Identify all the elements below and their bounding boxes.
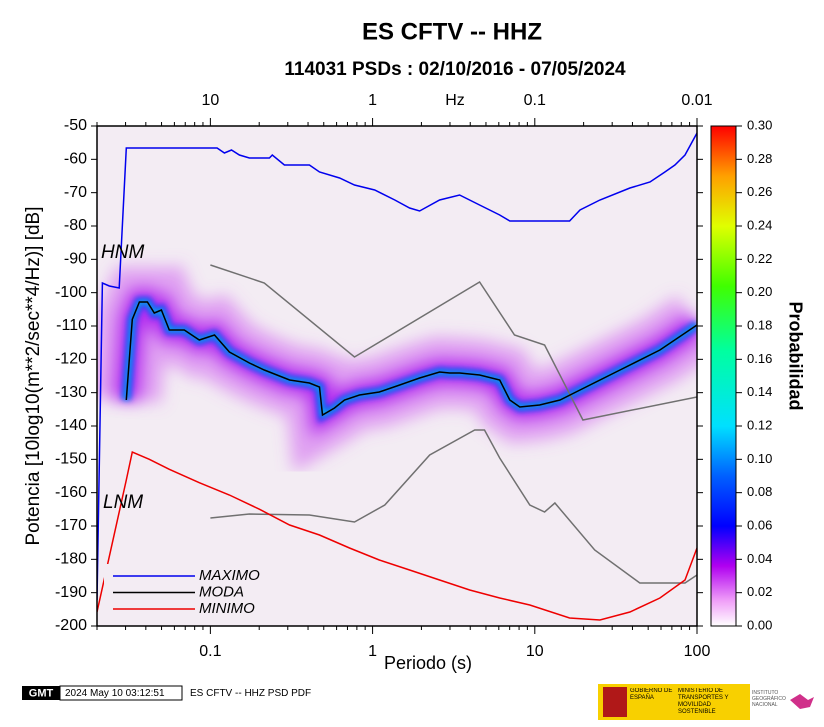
- colorbar-tick-label: 0.26: [747, 184, 772, 199]
- lines: [97, 132, 697, 621]
- gmt-logo-text: GMT: [29, 687, 54, 699]
- reference-line: [210, 429, 697, 584]
- colorbar-tick-label: 0.16: [747, 351, 772, 366]
- gmt-logo: [22, 686, 60, 700]
- colorbar-label: Probabilidad: [785, 301, 805, 410]
- footer-caption: ES CFTV -- HHZ PSD PDF: [190, 688, 311, 699]
- institute-text-box: INSTITUTO GEOGRÁFICO NACIONAL: [752, 690, 786, 708]
- chart-subtitle: 114031 PSDs : 02/10/2016 - 07/05/2024: [284, 59, 626, 80]
- series-line: [125, 301, 697, 417]
- y-tick-label: -180: [55, 551, 87, 568]
- ministry-text-box: MINISTERIO DE TRANSPORTES Y MOVILIDAD SO…: [678, 688, 729, 715]
- colorbar-tick-label: 0.30: [747, 117, 772, 132]
- y-tick-label: -110: [56, 317, 87, 334]
- top-tick-label: 0.01: [681, 92, 712, 109]
- colorbar-tick-label: 0.24: [747, 217, 772, 232]
- reference-label: HNM: [101, 242, 144, 263]
- y-tick-label: -50: [64, 117, 87, 134]
- colorbar-tick-label: 0.00: [747, 617, 772, 632]
- colorbar-tick-label: 0.04: [747, 551, 772, 566]
- colorbar-tick-label: 0.10: [747, 451, 772, 466]
- reference-line: [210, 264, 697, 421]
- y-tick-label: -190: [55, 584, 87, 601]
- colorbar-tick-label: 0.12: [747, 417, 772, 432]
- timestamp-box: [59, 685, 183, 701]
- y-tick-label: -60: [64, 151, 87, 168]
- x-tick-label: 10: [526, 643, 544, 660]
- series-line: [97, 132, 697, 601]
- series-line: [97, 450, 697, 621]
- y-tick-label: -120: [55, 351, 87, 368]
- colorbar-tick-label: 0.20: [747, 284, 772, 299]
- gov-text-box: GOBIERNO DE ESPAÑA: [630, 688, 673, 701]
- colorbar-tick-label: 0.22: [747, 251, 772, 266]
- y-tick-label: -200: [55, 617, 87, 634]
- colorbar-tick-label: 0.28: [747, 151, 772, 166]
- legend-label: MODA: [199, 583, 244, 600]
- top-tick-label: 1: [368, 92, 377, 109]
- y-tick-label: -150: [55, 451, 87, 468]
- y-tick-label: -170: [55, 517, 87, 534]
- institute-text: INSTITUTO GEOGRÁFICO NACIONAL: [752, 690, 786, 708]
- colorbar-tick-label: 0.18: [747, 317, 772, 332]
- colorbar-tick-label: 0.08: [747, 484, 772, 499]
- top-axis-label: Hz: [445, 92, 465, 109]
- timestamp: 2024 May 10 03:12:51: [65, 688, 165, 699]
- y-tick-label: -130: [55, 384, 87, 401]
- x-tick-label: 100: [684, 643, 711, 660]
- legend-label: MINIMO: [199, 600, 255, 617]
- y-tick-label: -140: [55, 417, 87, 434]
- colorbar-tick-label: 0.06: [747, 517, 772, 532]
- top-tick-label: 10: [201, 92, 219, 109]
- colorbar-tick-label: 0.02: [747, 584, 772, 599]
- coat-of-arms: [603, 687, 627, 717]
- x-tick-label: 1: [368, 643, 377, 660]
- colorbar-tick-label: 0.14: [747, 384, 772, 399]
- y-tick-label: -90: [64, 251, 87, 268]
- chart-title: ES CFTV -- HHZ: [362, 18, 542, 45]
- ministry-text: MINISTERIO DE TRANSPORTES Y MOVILIDAD SO…: [678, 688, 729, 715]
- y-axis-label: Potencia [10log10(m**2/sec**4/Hz)] [dB]: [23, 206, 44, 545]
- reference-label: LNM: [103, 492, 143, 513]
- plot-frame: [96, 125, 698, 627]
- gov-text: GOBIERNO DE ESPAÑA: [630, 688, 673, 701]
- colorbar: [710, 125, 737, 627]
- y-tick-label: -70: [64, 184, 87, 201]
- ign-logo: [790, 694, 814, 709]
- legend-label: MAXIMO: [199, 567, 260, 584]
- y-tick-label: -100: [55, 284, 87, 301]
- x-axis-label: Periodo (s): [384, 653, 472, 673]
- x-tick-label: 0.1: [199, 643, 221, 660]
- top-tick-label: 0.1: [524, 92, 546, 109]
- y-tick-label: -80: [64, 217, 87, 234]
- y-tick-label: -160: [55, 484, 87, 501]
